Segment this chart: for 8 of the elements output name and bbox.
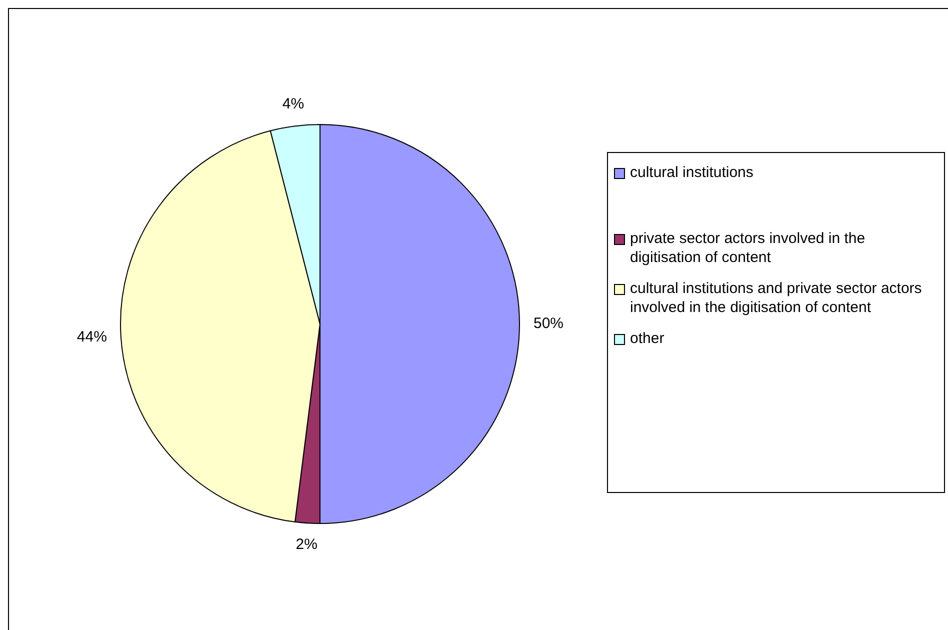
data-label: 44% — [76, 328, 107, 346]
legend-label: cultural institutions — [630, 163, 754, 182]
data-label: 2% — [296, 536, 318, 554]
legend-label: cultural institutions and private sector actors involved in the digitisation of content — [630, 279, 923, 317]
legend-label: private sector actors involved in the digitisation of content — [630, 229, 866, 267]
data-label: 4% — [282, 95, 304, 112]
data-label: 50% — [534, 315, 564, 332]
legend-label: other — [630, 329, 664, 348]
